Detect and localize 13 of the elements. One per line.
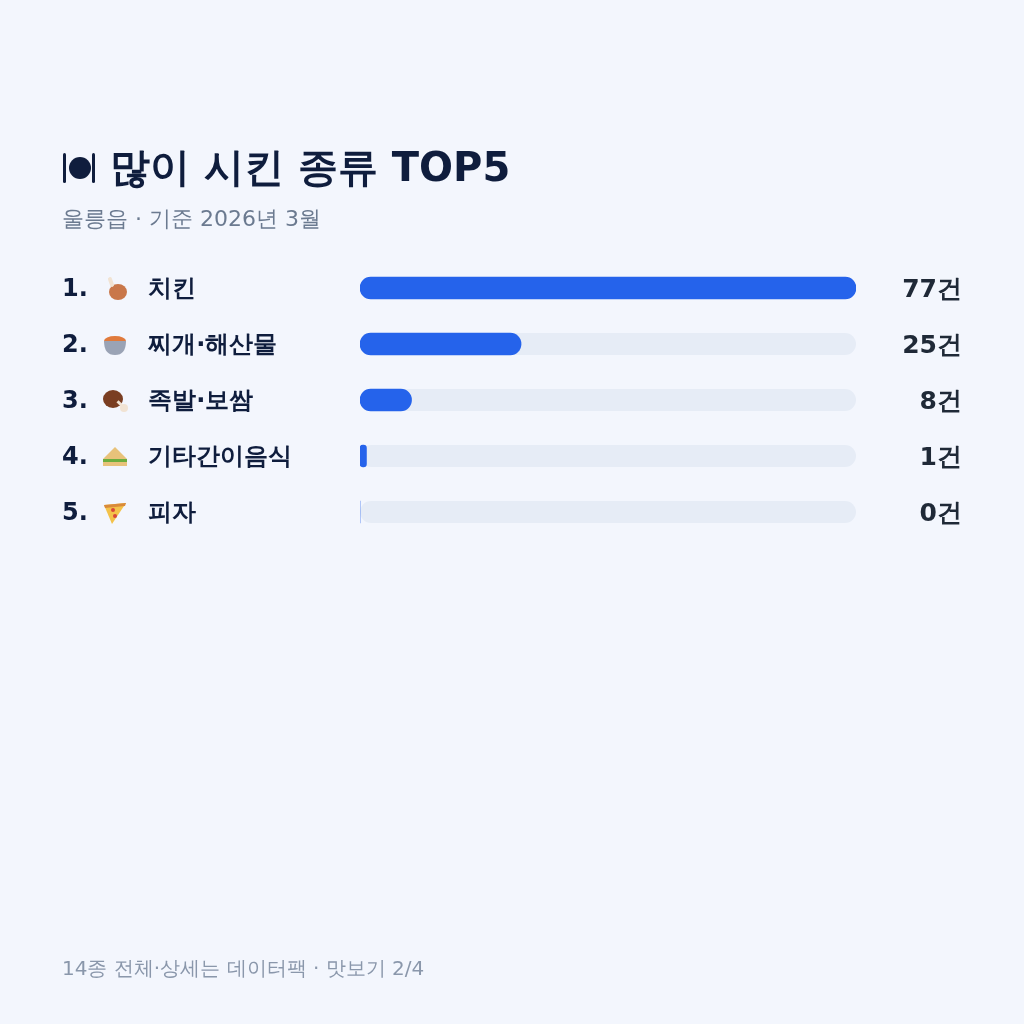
y-tick-label: 5. 피자 (62, 497, 197, 528)
y-tick-label: 3. 족발·보쌈 (62, 385, 254, 416)
data-label: 1건 (919, 440, 962, 473)
y-tick-label: 2. 찌개·해산물 (62, 329, 278, 360)
y-tick-label: 4. 기타간이음식 (62, 441, 293, 472)
chart-subtitle: 울릉읍 · 기준 2026년 3월 (62, 205, 321, 233)
data-label: 0건 (919, 496, 962, 529)
data-label: 77건 (902, 272, 962, 305)
data-label: 25건 (902, 328, 962, 361)
y-tick-label: 1. 치킨 (62, 273, 197, 304)
text: 14종 전체·상세는 데이터팩 · 맛보기 2/4 (62, 955, 425, 982)
chart-title: 많이 시킨 종류 TOP5 (110, 143, 511, 192)
data-label: 8건 (919, 384, 962, 417)
